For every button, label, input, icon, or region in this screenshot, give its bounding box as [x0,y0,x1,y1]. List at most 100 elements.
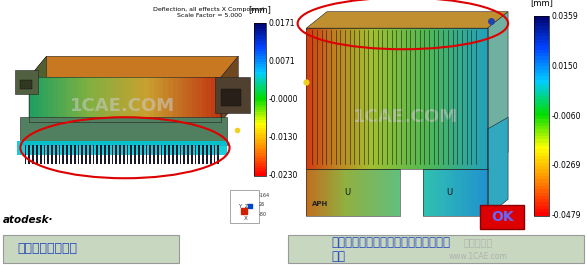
Polygon shape [397,28,400,169]
Bar [119,145,121,164]
Bar [254,140,266,143]
Bar [254,150,266,153]
Bar [534,36,549,40]
Text: 0.0071: 0.0071 [269,57,295,66]
FancyBboxPatch shape [480,205,524,229]
Polygon shape [357,28,361,169]
Bar [534,136,549,139]
Polygon shape [346,28,350,169]
Bar [534,166,549,169]
Polygon shape [68,77,72,122]
Polygon shape [465,169,468,216]
Bar [534,129,549,133]
Bar [534,139,549,143]
Polygon shape [116,77,120,122]
Polygon shape [468,169,471,216]
Bar [164,145,166,164]
Polygon shape [168,77,173,122]
Bar [206,145,208,164]
Polygon shape [15,70,38,94]
Bar [254,67,266,69]
Text: -0.0230: -0.0230 [269,171,298,180]
Bar [254,72,266,74]
Bar [74,145,76,164]
Bar [254,23,266,176]
Bar [534,122,549,126]
Bar [138,145,140,164]
Polygon shape [443,169,446,216]
Polygon shape [386,28,390,169]
Bar [254,41,266,44]
Bar [254,74,266,77]
Bar [104,145,106,164]
Polygon shape [466,28,470,169]
Bar [32,145,34,164]
Bar [254,38,266,41]
Polygon shape [433,169,436,216]
Polygon shape [423,169,427,216]
Bar [534,142,549,146]
Polygon shape [163,77,168,122]
Polygon shape [473,28,477,169]
Polygon shape [309,169,313,216]
Bar [534,63,549,66]
Polygon shape [452,169,456,216]
Bar [534,59,549,63]
Text: -0.0479: -0.0479 [552,211,581,220]
Bar [214,145,215,164]
Bar [254,160,266,163]
Bar [254,92,266,95]
Bar [187,145,189,164]
Bar [534,186,549,189]
Bar [230,190,259,223]
Bar [534,66,549,70]
Text: 26: 26 [259,202,265,207]
Polygon shape [440,28,444,169]
Polygon shape [77,77,82,122]
Polygon shape [58,77,63,122]
Bar [534,16,549,216]
Polygon shape [440,169,443,216]
Polygon shape [144,77,149,122]
Bar [55,145,57,164]
Polygon shape [221,56,238,122]
Polygon shape [325,169,328,216]
Polygon shape [332,28,335,169]
Polygon shape [372,28,375,169]
Bar [534,29,549,33]
Bar [254,127,266,130]
Bar [534,149,549,153]
Polygon shape [21,117,227,145]
Bar [534,76,549,80]
Polygon shape [470,28,473,169]
Polygon shape [436,169,440,216]
Text: U: U [344,188,350,197]
Polygon shape [350,169,353,216]
Bar [254,69,266,72]
Bar [217,145,219,164]
Bar [534,189,549,192]
Bar [254,153,266,156]
Bar [254,102,266,105]
Polygon shape [381,169,384,216]
Bar [254,51,266,54]
Bar [254,61,266,64]
Text: atodesk·: atodesk· [3,215,53,225]
Bar [40,145,42,164]
Polygon shape [477,28,480,169]
Bar [157,145,158,164]
Bar [70,145,72,164]
Polygon shape [322,169,325,216]
Polygon shape [347,169,350,216]
Bar [254,171,266,173]
Polygon shape [480,28,484,169]
Bar [534,106,549,109]
Bar [146,145,147,164]
Bar [203,145,204,164]
Polygon shape [372,169,375,216]
Bar [254,36,266,39]
Bar [66,145,68,164]
Polygon shape [366,169,369,216]
Bar [534,119,549,123]
Polygon shape [29,56,238,77]
